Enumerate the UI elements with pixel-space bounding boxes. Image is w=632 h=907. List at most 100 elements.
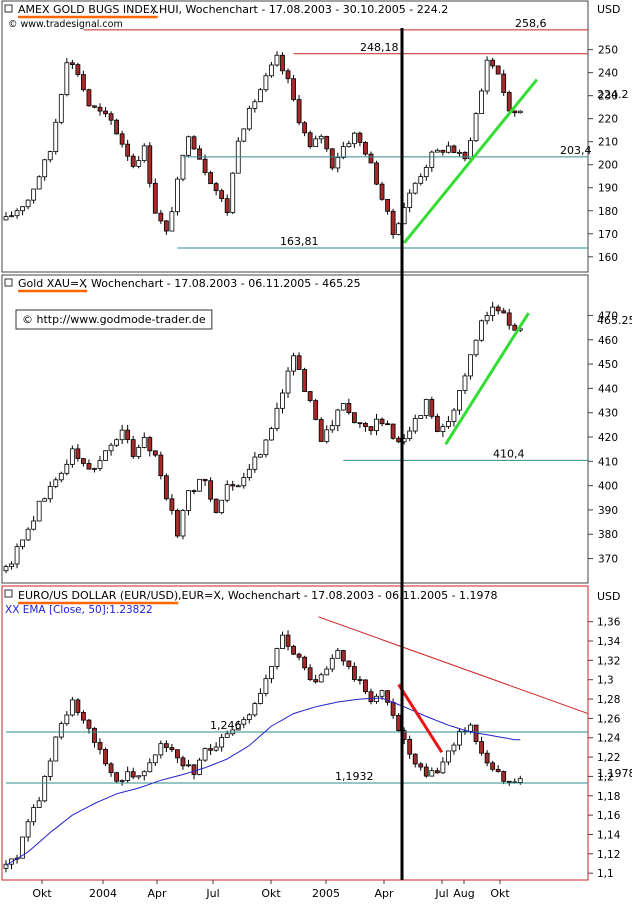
xau-last-price: 465.25 xyxy=(597,314,632,327)
hui-candle-body xyxy=(351,132,357,145)
hui-candle-body xyxy=(324,135,330,150)
hui-candle-body xyxy=(14,210,20,217)
eur-header-symbol: EURO/US DOLLAR (EUR/USD) xyxy=(18,589,178,602)
eur-candle-body xyxy=(235,723,241,731)
hui-candle-body xyxy=(434,149,440,153)
eur-candle-body xyxy=(479,741,484,754)
hui-y-tick-label: 170 xyxy=(598,229,618,241)
hui-level-label: 248,18 xyxy=(360,41,399,54)
xau-candle-body xyxy=(125,429,131,440)
eur-candle-body xyxy=(163,743,169,748)
hui-candle-body xyxy=(412,182,418,194)
hui-candle-body xyxy=(119,133,125,145)
hui-candle-body xyxy=(313,138,319,148)
hui-unit-label: USD xyxy=(597,3,621,16)
xau-candle-body xyxy=(418,415,424,419)
xau-candle-body xyxy=(269,428,274,441)
eur-candle-body xyxy=(379,690,385,697)
xau-candle-body xyxy=(53,479,59,487)
hui-candle-body xyxy=(152,182,158,214)
eur-y-tick-label: 1,14 xyxy=(597,829,621,841)
hui-candle-body xyxy=(329,148,335,169)
hui-candle-body xyxy=(81,74,86,91)
xau-y-tick-label: 400 xyxy=(598,481,618,493)
xau-candle-body xyxy=(108,444,114,452)
eur-candle-body xyxy=(20,836,25,859)
hui-candle-body xyxy=(64,62,70,95)
eur-candle-body xyxy=(208,748,214,751)
hui-candle-body xyxy=(175,178,180,213)
hui-candle-body xyxy=(335,157,341,169)
hui-candle-body xyxy=(130,155,136,167)
xau-candle-body xyxy=(163,475,169,500)
xau-candle-body xyxy=(484,315,490,322)
hui-level-label: 203,4 xyxy=(560,144,592,157)
eur-candle-body xyxy=(302,656,308,669)
eur-y-tick-label: 1,34 xyxy=(597,636,621,648)
eur-candle-body xyxy=(457,730,462,746)
hui-candle-body xyxy=(495,65,501,75)
hui-candle-body xyxy=(108,113,114,121)
xau-candle-body xyxy=(241,477,247,487)
hui-candle-body xyxy=(158,212,164,222)
eur-candle-body xyxy=(58,723,64,738)
eur-candle-body xyxy=(351,666,357,680)
xau-y-tick-label: 470 xyxy=(598,310,618,322)
hui-candle-body xyxy=(385,198,390,212)
xau-candle-body xyxy=(69,448,75,465)
eur-candle-body xyxy=(346,660,352,667)
eur-unit-label: USD xyxy=(597,590,621,603)
xau-candle-body xyxy=(130,439,136,457)
xau-candle-body xyxy=(495,306,501,312)
hui-candle-body xyxy=(114,119,119,135)
xau-source-note: © http://www.godmode-trader.de xyxy=(22,313,206,326)
eur-candle-body xyxy=(175,749,180,759)
hui-candle-body xyxy=(368,153,374,164)
xau-candle-body xyxy=(407,430,413,440)
hui-candle-body xyxy=(169,211,175,232)
hui-candle-body xyxy=(506,92,512,112)
x-label-aug-2005: Aug xyxy=(453,887,474,900)
hui-uptrend-line xyxy=(402,78,539,244)
hui-y-tick-label: 230 xyxy=(598,91,618,103)
eur-level-label: 1,1932 xyxy=(335,770,374,783)
eur-candle-body xyxy=(495,768,501,772)
eur-candle-body xyxy=(75,699,81,713)
eur-candle-body xyxy=(136,775,142,778)
hui-candle-body xyxy=(379,183,385,200)
hui-candle-body xyxy=(69,62,75,66)
eur-candle-body xyxy=(451,744,457,752)
eur-candle-body xyxy=(340,650,346,662)
xau-candle-body xyxy=(318,419,324,442)
hui-candle-body xyxy=(47,151,53,161)
hui-candle-body xyxy=(53,121,59,152)
hui-candle-body xyxy=(274,54,280,66)
xau-y-tick-label: 430 xyxy=(598,408,618,420)
eur-candle-body xyxy=(501,771,507,782)
xau-candle-body xyxy=(103,450,108,461)
xau-candle-body xyxy=(473,339,479,356)
eur-downtrend-line xyxy=(397,683,444,754)
xau-candle-body xyxy=(119,429,125,441)
eur-candle-body xyxy=(506,780,512,783)
xau-candle-body xyxy=(313,400,319,420)
eur-candle-body xyxy=(357,679,363,681)
eur-y-tick-label: 1,18 xyxy=(597,791,620,803)
eur-candle-body xyxy=(81,712,86,721)
eur-candle-body xyxy=(445,750,451,763)
xau-candle-body xyxy=(346,403,352,414)
xau-candle-body xyxy=(257,454,263,458)
hui-candle-body xyxy=(224,198,230,213)
eur-candle-body xyxy=(130,771,136,778)
hui-candle-body xyxy=(346,143,352,148)
hui-last-price: 224.2 xyxy=(597,88,629,101)
eur-candle-body xyxy=(324,668,330,676)
eur-ema-line xyxy=(5,697,521,866)
xau-candle-body xyxy=(147,437,153,452)
eur-candle-body xyxy=(484,752,490,764)
xau-candle-body xyxy=(263,439,269,456)
eur-candle-body xyxy=(180,757,186,767)
hui-candle-body xyxy=(197,148,202,160)
xau-candle-body xyxy=(506,312,512,326)
hui-y-tick-label: 190 xyxy=(598,183,618,195)
